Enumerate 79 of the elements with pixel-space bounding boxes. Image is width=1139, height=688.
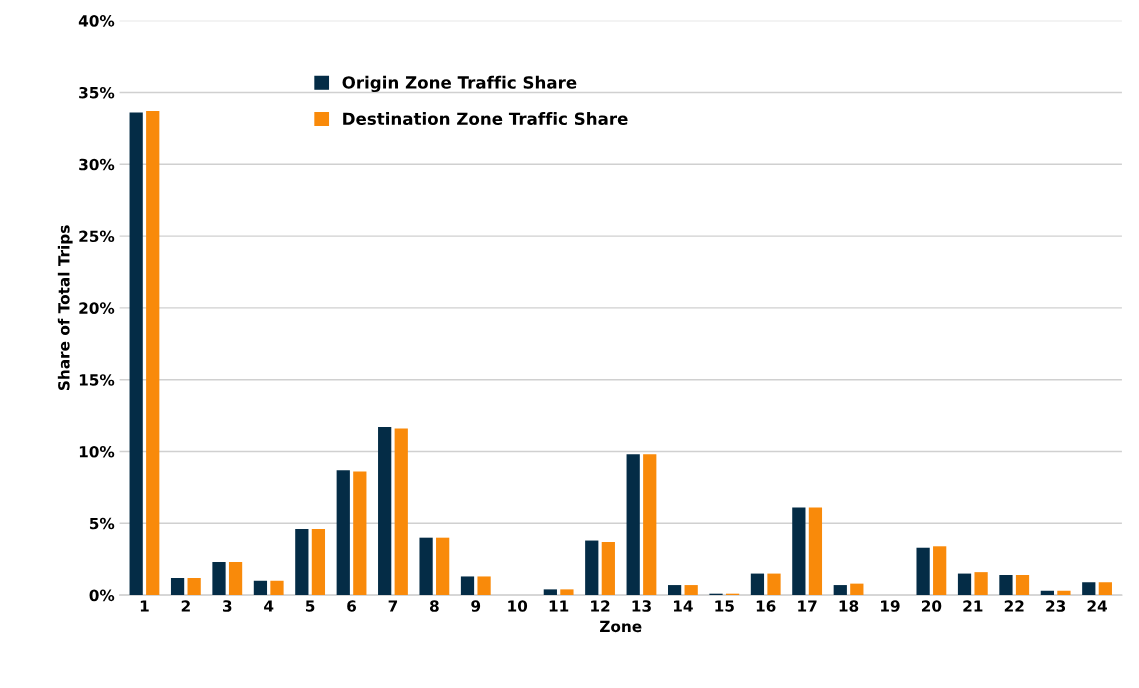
y-tick-label: 35%: [79, 86, 115, 99]
x-tick-label: 15: [715, 600, 734, 612]
bar: [643, 454, 657, 596]
x-tick-label: 13: [632, 600, 651, 612]
x-tick-label: 19: [881, 600, 900, 612]
x-tick-label: 6: [347, 600, 357, 612]
x-tick-label: 8: [429, 600, 439, 612]
bar: [187, 577, 201, 596]
bar: [1015, 575, 1030, 596]
y-tick-label: 0%: [89, 589, 115, 602]
bar: [170, 577, 185, 596]
bar: [833, 585, 847, 596]
x-tick-label: 20: [921, 600, 942, 612]
bar: [626, 454, 640, 596]
bar: [270, 580, 284, 596]
y-tick-label: 20%: [79, 302, 115, 314]
x-tick-label: 1: [140, 600, 149, 612]
bar: [212, 562, 226, 596]
x-tick-label: 5: [305, 600, 315, 612]
bar: [295, 529, 309, 596]
y-axis-title: Share of Total Trips: [57, 225, 73, 391]
bar: [353, 471, 367, 596]
y-tick-label: 5%: [89, 517, 115, 530]
bar: [667, 585, 682, 596]
bar: [750, 573, 765, 596]
bar: [684, 585, 698, 596]
legend-label: Origin Zone Traffic Share: [342, 75, 577, 93]
bar: [933, 546, 947, 596]
x-tick-label: 17: [798, 600, 817, 612]
bar: [767, 573, 781, 596]
bar: [394, 428, 408, 596]
bar: [311, 529, 326, 596]
x-tick-label: 12: [591, 600, 610, 612]
bar: [974, 572, 988, 596]
x-tick-label: 22: [1004, 600, 1024, 612]
y-tick-label: 15%: [79, 374, 115, 386]
x-tick-label: 4: [264, 600, 274, 612]
x-tick-label: 18: [839, 600, 859, 612]
bar: [378, 427, 392, 596]
bar: [436, 537, 450, 596]
bar: [1082, 582, 1096, 596]
bar: [228, 562, 243, 596]
y-tick-label: 40%: [78, 15, 115, 27]
bar: [419, 537, 433, 596]
x-tick-label: 24: [1087, 600, 1107, 612]
x-tick-label: 7: [388, 600, 398, 612]
bar: [336, 470, 350, 596]
x-tick-label: 2: [181, 600, 190, 612]
bar: [253, 580, 268, 596]
bar: [916, 547, 930, 596]
x-tick-label: 11: [549, 600, 569, 612]
bar: [808, 507, 823, 596]
bar: [585, 540, 599, 596]
bar: [543, 589, 557, 596]
legend-label: Destination Zone Traffic Share: [343, 112, 628, 126]
y-tick-label: 25%: [79, 230, 115, 243]
x-tick-label: 10: [508, 600, 528, 612]
bar: [129, 112, 143, 596]
bar: [999, 575, 1013, 596]
bar: [460, 576, 475, 596]
x-tick-label: 23: [1046, 600, 1066, 612]
bar: [957, 573, 972, 596]
x-axis-title: Zone: [600, 620, 642, 633]
x-tick-label: 21: [963, 600, 983, 612]
bar: [792, 507, 806, 596]
bar: [477, 576, 491, 596]
x-tick-label: 16: [756, 600, 776, 612]
x-tick-label: 14: [673, 600, 693, 612]
bar: [560, 589, 574, 596]
y-tick-label: 10%: [79, 445, 115, 458]
y-tick-label: 30%: [79, 158, 115, 171]
bar: [850, 583, 864, 596]
bar: [601, 541, 615, 596]
x-tick-label: 9: [471, 600, 481, 612]
bar: [146, 111, 160, 596]
bar: [1040, 590, 1054, 596]
x-tick-label: 3: [222, 600, 232, 612]
bar: [1098, 582, 1112, 596]
bar: [1057, 590, 1071, 596]
